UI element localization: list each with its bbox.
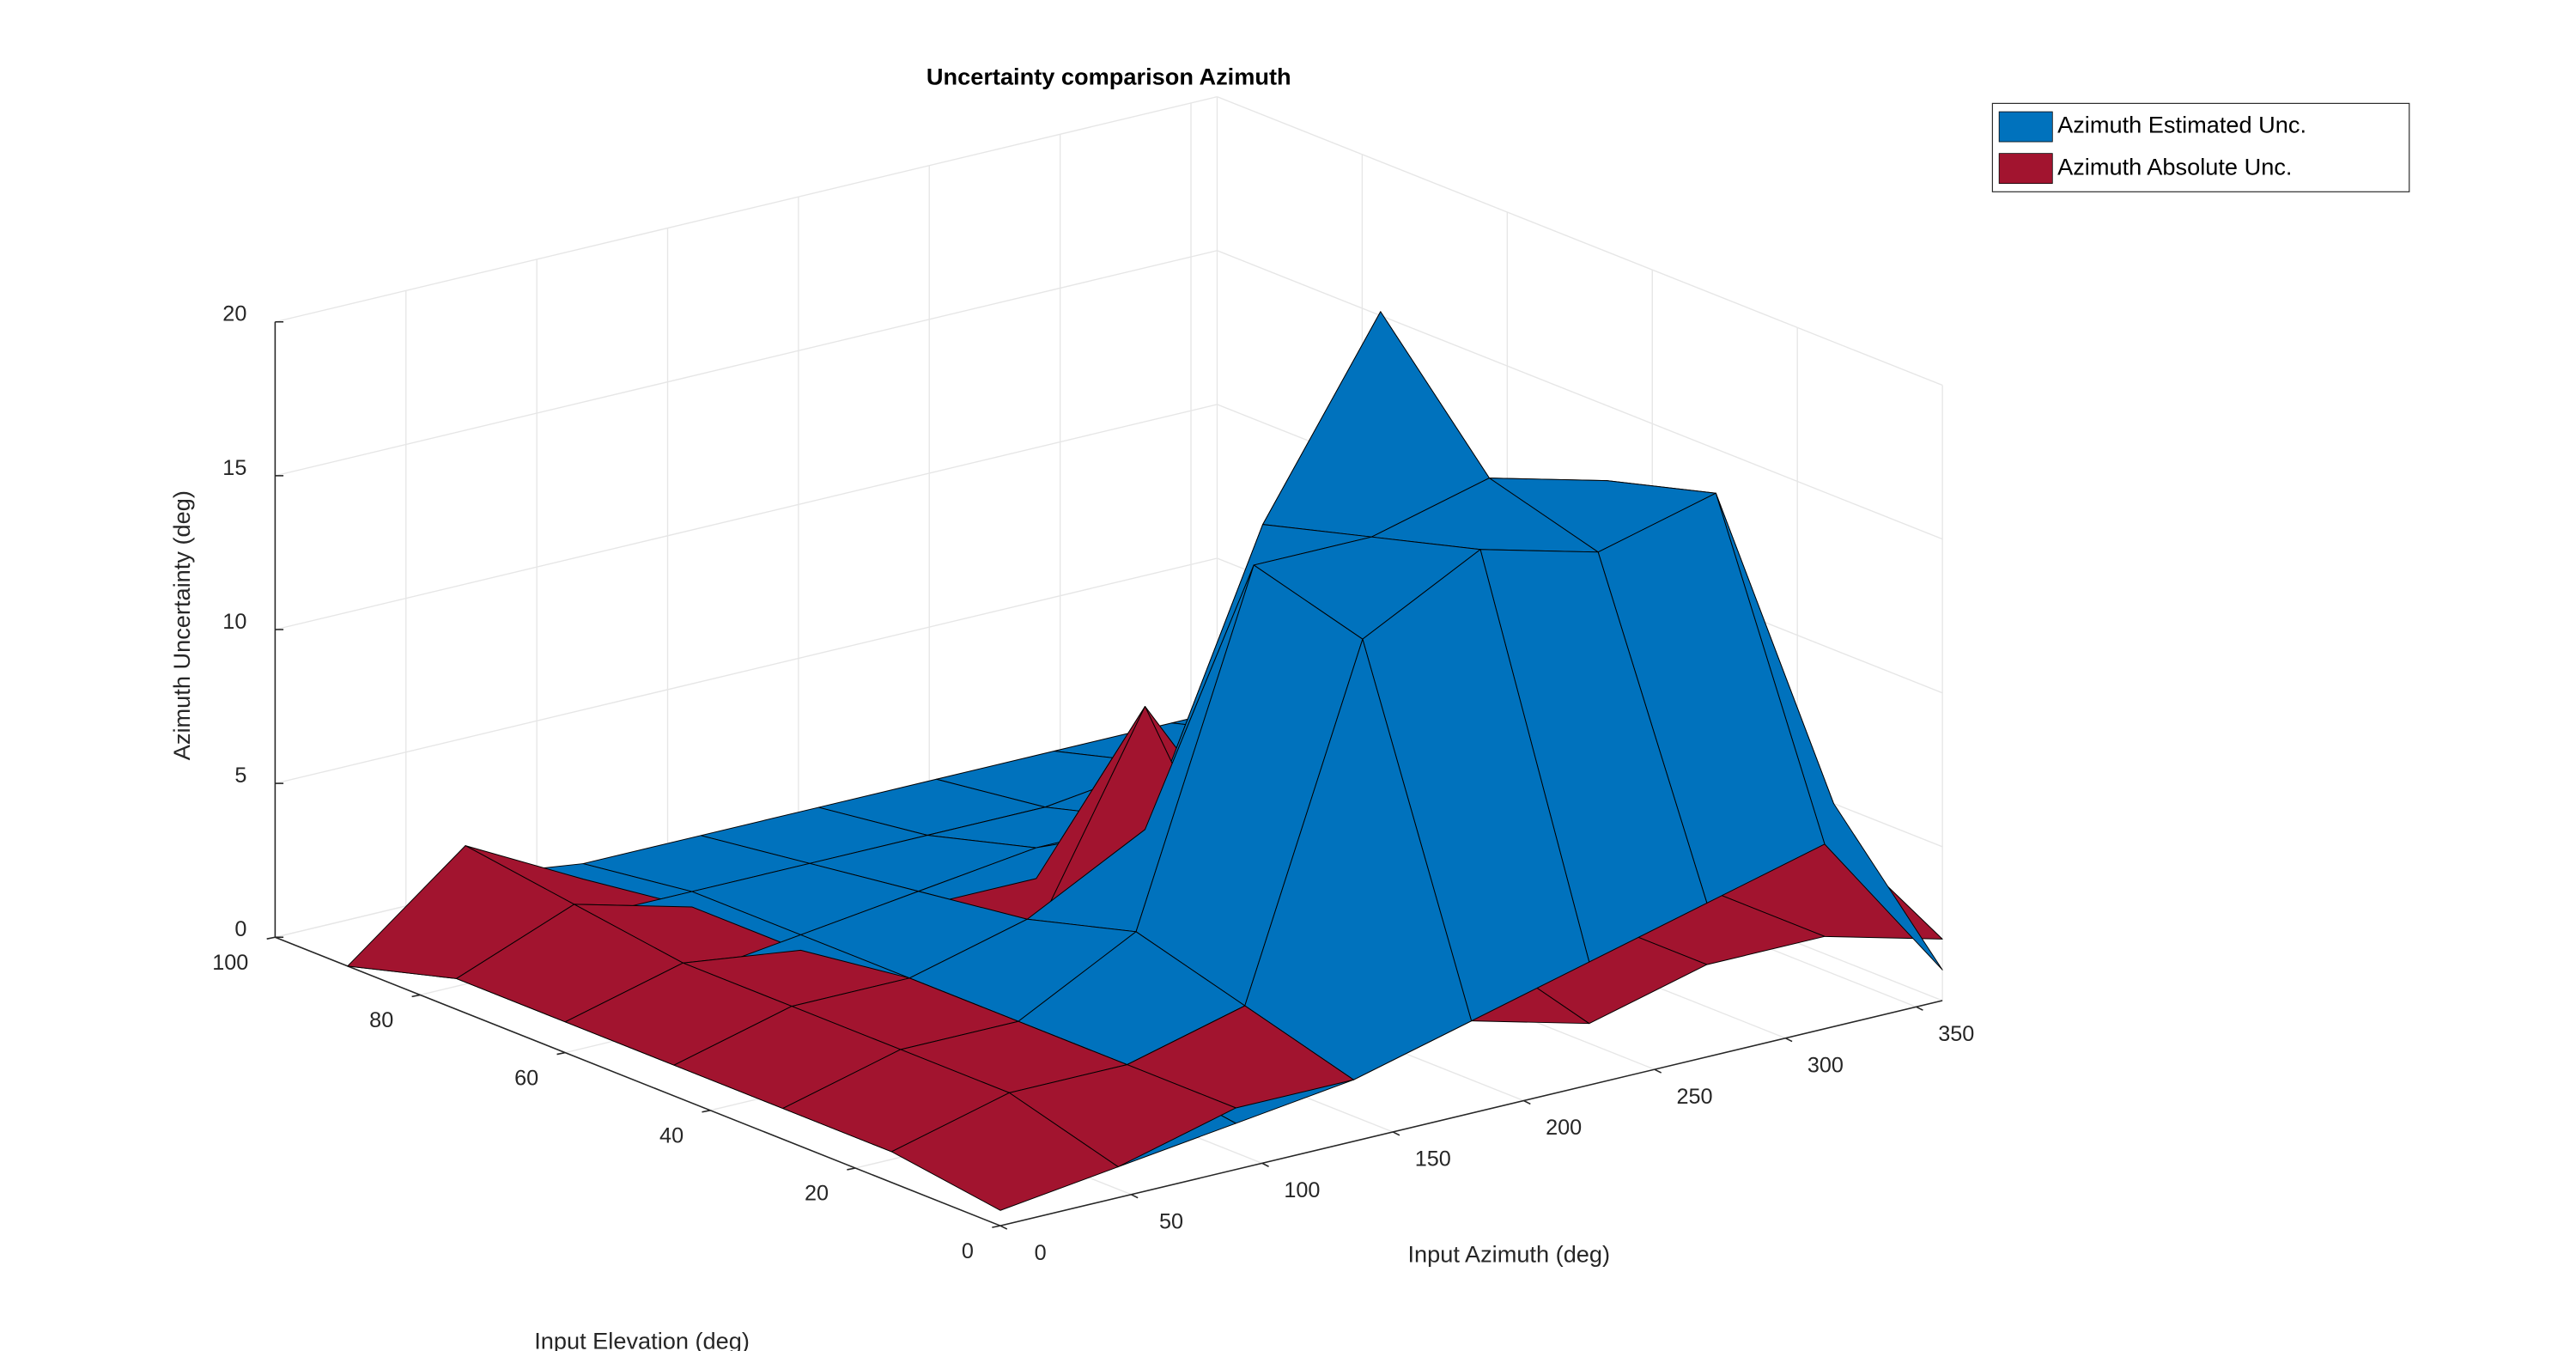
x-tick — [1261, 1162, 1269, 1167]
x-tick-label: 200 — [1546, 1116, 1582, 1140]
y-tick — [702, 1110, 711, 1113]
legend-swatch — [1998, 153, 2053, 184]
x-tick — [1523, 1099, 1531, 1105]
legend-label: Azimuth Absolute Unc. — [2057, 153, 2292, 180]
z-tick-label: 10 — [222, 610, 246, 634]
x-tick — [1392, 1131, 1400, 1136]
z-tick-label: 0 — [234, 917, 246, 941]
x-tick — [1916, 1006, 1923, 1011]
y-tick-label: 100 — [212, 951, 248, 975]
y-tick-label: 20 — [805, 1182, 829, 1206]
legend-swatch — [1998, 111, 2053, 143]
surface-face — [890, 1092, 1119, 1211]
y-axis-label: Input Elevation (deg) — [534, 1327, 750, 1351]
y-tick — [556, 1051, 566, 1056]
y-tick-label: 80 — [369, 1008, 393, 1032]
x-axis-label: Input Azimuth (deg) — [1407, 1240, 1610, 1267]
grid-line — [275, 95, 1218, 323]
x-tick-label: 50 — [1159, 1209, 1183, 1233]
y-tick — [411, 994, 421, 998]
grid-line — [275, 404, 1218, 630]
legend: Azimuth Estimated Unc. Azimuth Absolute U… — [1991, 102, 2410, 192]
y-tick-label: 0 — [962, 1239, 974, 1263]
x-tick-label: 150 — [1415, 1147, 1451, 1171]
x-axis-line — [999, 1000, 1943, 1226]
z-tick-label: 20 — [222, 302, 246, 326]
x-tick-label: 300 — [1807, 1053, 1844, 1077]
x-tick-label: 350 — [1938, 1022, 1974, 1046]
x-tick — [1784, 1038, 1793, 1043]
x-tick-label: 250 — [1676, 1085, 1712, 1109]
surfaces — [347, 311, 1943, 1211]
y-tick — [847, 1167, 856, 1171]
y-tick-label: 40 — [659, 1124, 683, 1148]
grid-line — [1217, 250, 1943, 540]
legend-label: Azimuth Estimated Unc. — [2057, 112, 2306, 138]
x-tick-label: 0 — [1035, 1241, 1047, 1265]
y-tick — [266, 936, 276, 940]
chart-title: Uncertainty comparison Azimuth — [927, 63, 1291, 89]
x-tick-label: 100 — [1284, 1178, 1320, 1202]
grid-line — [275, 250, 1218, 477]
z-tick-label: 15 — [222, 456, 246, 480]
x-tick — [999, 1225, 1008, 1230]
z-axis-label: Azimuth Uncertainty (deg) — [168, 490, 195, 760]
grid-line — [1217, 95, 1943, 386]
y-tick — [992, 1225, 1001, 1228]
y-axis-line — [275, 936, 1001, 1226]
x-tick — [1131, 1194, 1139, 1199]
legend-box — [1991, 102, 2410, 192]
y-tick-label: 60 — [514, 1066, 538, 1090]
grid-line — [275, 557, 1218, 784]
x-tick — [1654, 1068, 1662, 1074]
z-tick-label: 5 — [234, 764, 246, 788]
